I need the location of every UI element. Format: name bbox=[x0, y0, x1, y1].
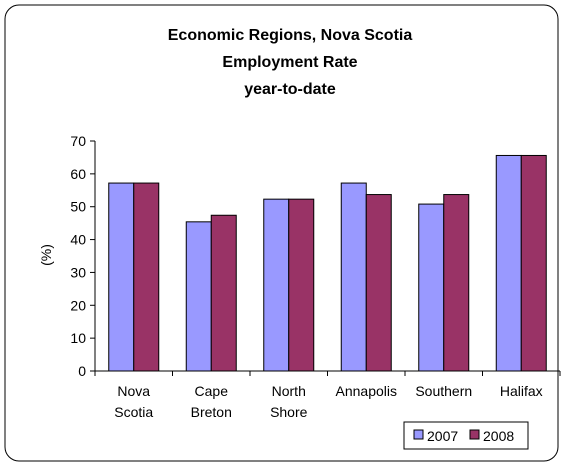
legend: 2007 2008 bbox=[403, 421, 529, 450]
bar-2007-1 bbox=[185, 221, 212, 372]
y-tick-label: 0 bbox=[78, 363, 86, 379]
bar-2007-3 bbox=[340, 182, 367, 372]
x-tick-label: Cape bbox=[195, 383, 229, 399]
x-tick-label: Breton bbox=[191, 404, 232, 420]
x-tick-label: Annapolis bbox=[336, 383, 398, 399]
x-tick-label: North bbox=[272, 383, 306, 399]
x-tick-label: Shore bbox=[270, 404, 308, 420]
bar-2008-5 bbox=[520, 154, 547, 372]
x-tick-label: Southern bbox=[415, 383, 472, 399]
legend-swatch-2008 bbox=[469, 429, 480, 440]
bar-2008-3 bbox=[365, 194, 392, 372]
x-tick-label: Scotia bbox=[114, 404, 153, 420]
bar-2007-4 bbox=[418, 203, 445, 372]
y-axis-title: (%) bbox=[38, 244, 54, 266]
legend-label-2007: 2007 bbox=[427, 428, 458, 444]
chart-title-line-1: Economic Regions, Nova Scotia bbox=[168, 27, 413, 44]
chart-title-line-2: Employment Rate bbox=[222, 54, 357, 71]
y-tick-label: 70 bbox=[70, 133, 86, 149]
y-tick-label: 10 bbox=[70, 330, 86, 346]
bar-2008-2 bbox=[288, 198, 315, 372]
x-tick-label: Nova bbox=[117, 383, 150, 399]
x-tick-label: Halifax bbox=[500, 383, 543, 399]
bar-2007-5 bbox=[495, 154, 522, 372]
bar-2008-0 bbox=[133, 182, 160, 372]
legend-swatch-2007 bbox=[413, 429, 424, 440]
legend-box bbox=[403, 421, 529, 450]
plot-area: 0 10 20 30 40 50 60 70 Nova Scotia Cape Breton North… bbox=[70, 133, 561, 420]
chart-title-line-3: year-to-date bbox=[244, 81, 336, 98]
legend-label-2008: 2008 bbox=[483, 428, 514, 444]
y-tick-label: 60 bbox=[70, 166, 86, 182]
bar-2008-4 bbox=[443, 194, 470, 372]
y-tick-label: 30 bbox=[70, 264, 86, 280]
bar-2007-0 bbox=[108, 182, 135, 372]
y-tick-label: 40 bbox=[70, 232, 86, 248]
y-tick-label: 20 bbox=[70, 297, 86, 313]
y-tick-label: 50 bbox=[70, 199, 86, 215]
bar-2007-2 bbox=[263, 198, 290, 372]
bar-2008-1 bbox=[210, 214, 237, 372]
